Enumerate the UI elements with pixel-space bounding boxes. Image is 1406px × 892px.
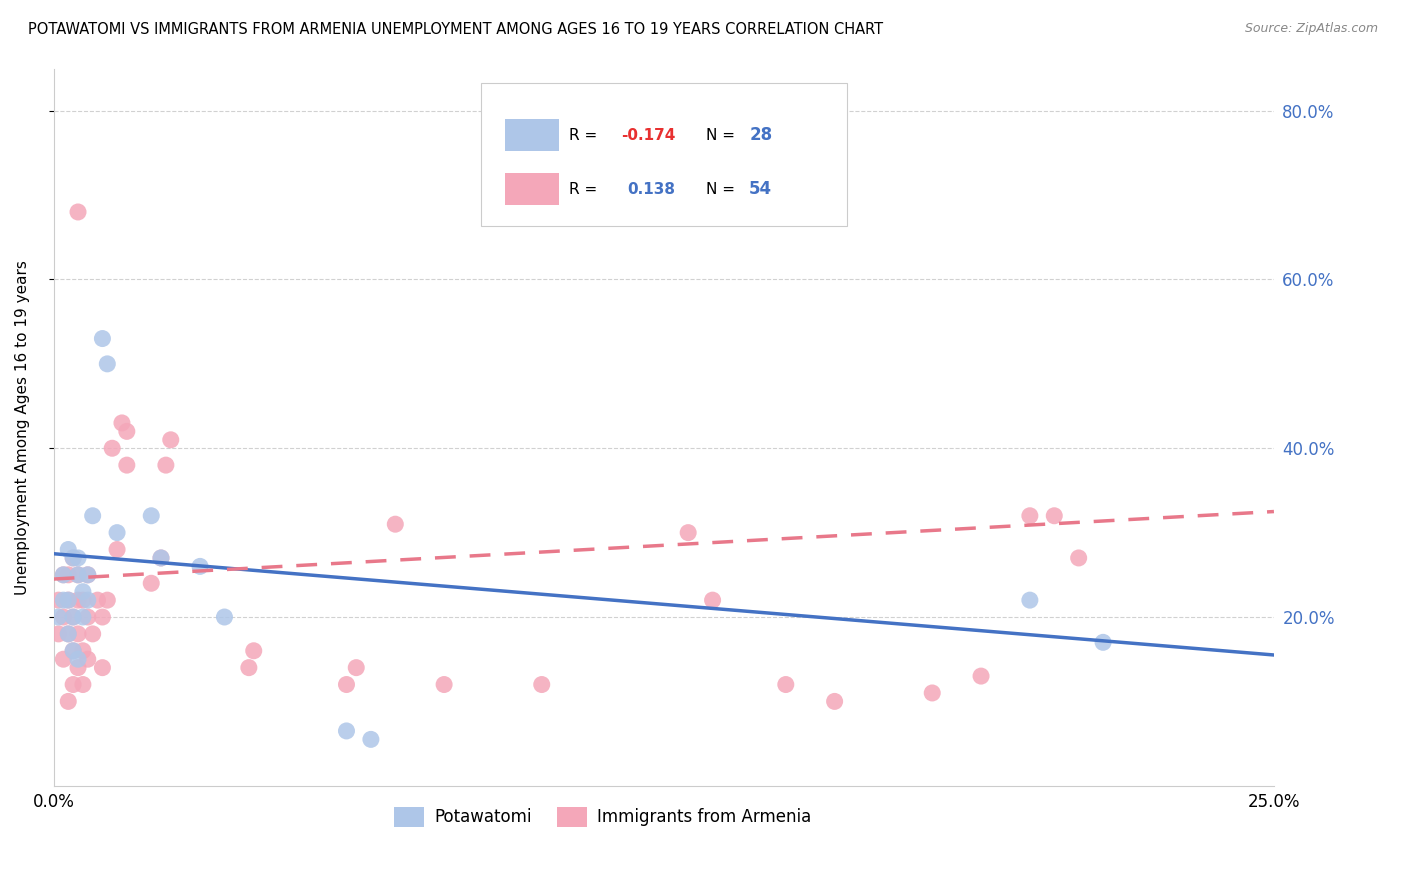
Legend: Potawatomi, Immigrants from Armenia: Potawatomi, Immigrants from Armenia	[387, 799, 820, 835]
FancyBboxPatch shape	[481, 83, 846, 227]
Text: N =: N =	[706, 128, 741, 143]
Point	[66, 567, 89, 582]
Point	[62, 551, 84, 566]
Point	[82, 508, 104, 523]
Text: 0.138: 0.138	[627, 181, 675, 196]
Point	[335, 677, 357, 691]
Point	[141, 508, 163, 523]
Point	[433, 677, 456, 691]
Point	[155, 458, 177, 472]
Point	[775, 677, 797, 691]
Text: 28: 28	[749, 127, 772, 145]
Point	[72, 677, 94, 691]
Point	[58, 627, 80, 641]
Point	[96, 357, 118, 371]
Point	[824, 694, 846, 708]
Text: R =: R =	[568, 128, 602, 143]
Point	[702, 593, 724, 607]
Point	[58, 567, 80, 582]
Point	[62, 551, 84, 566]
Point	[384, 517, 406, 532]
Point	[52, 567, 75, 582]
Point	[115, 458, 138, 472]
Point	[159, 433, 181, 447]
FancyBboxPatch shape	[505, 173, 558, 205]
Point	[66, 205, 89, 219]
Point	[105, 525, 128, 540]
Point	[91, 660, 114, 674]
Point	[76, 567, 98, 582]
Point	[970, 669, 993, 683]
Point	[1043, 508, 1066, 523]
Point	[921, 686, 943, 700]
Text: POTAWATOMI VS IMMIGRANTS FROM ARMENIA UNEMPLOYMENT AMONG AGES 16 TO 19 YEARS COR: POTAWATOMI VS IMMIGRANTS FROM ARMENIA UN…	[28, 22, 883, 37]
Point	[76, 593, 98, 607]
Point	[58, 627, 80, 641]
Point	[48, 593, 70, 607]
Point	[115, 425, 138, 439]
Point	[52, 652, 75, 666]
Point	[335, 723, 357, 738]
Point	[111, 416, 134, 430]
Text: Source: ZipAtlas.com: Source: ZipAtlas.com	[1244, 22, 1378, 36]
Point	[150, 551, 173, 566]
Point	[62, 644, 84, 658]
Text: -0.174: -0.174	[621, 128, 675, 143]
Point	[66, 593, 89, 607]
Point	[52, 610, 75, 624]
Point	[214, 610, 236, 624]
Point	[62, 610, 84, 624]
Point	[141, 576, 163, 591]
Point	[242, 644, 264, 658]
Point	[76, 567, 98, 582]
Point	[360, 732, 382, 747]
Point	[238, 660, 260, 674]
Point	[52, 593, 75, 607]
Point	[188, 559, 211, 574]
Point	[91, 610, 114, 624]
Point	[1018, 508, 1040, 523]
Point	[96, 593, 118, 607]
Point	[530, 677, 553, 691]
Point	[48, 610, 70, 624]
Point	[58, 694, 80, 708]
Point	[82, 627, 104, 641]
Point	[76, 610, 98, 624]
Point	[91, 332, 114, 346]
Point	[58, 542, 80, 557]
FancyBboxPatch shape	[505, 120, 558, 151]
Point	[101, 442, 124, 456]
Point	[66, 627, 89, 641]
Point	[676, 525, 699, 540]
Point	[58, 593, 80, 607]
Point	[72, 644, 94, 658]
Point	[52, 567, 75, 582]
Point	[66, 660, 89, 674]
Point	[72, 593, 94, 607]
Point	[1018, 593, 1040, 607]
Point	[66, 551, 89, 566]
Point	[72, 584, 94, 599]
Text: R =: R =	[568, 181, 606, 196]
Point	[62, 610, 84, 624]
Point	[86, 593, 108, 607]
Point	[1067, 551, 1090, 566]
Point	[1092, 635, 1115, 649]
Point	[344, 660, 367, 674]
Y-axis label: Unemployment Among Ages 16 to 19 years: Unemployment Among Ages 16 to 19 years	[15, 260, 30, 595]
Point	[105, 542, 128, 557]
Point	[62, 644, 84, 658]
Point	[76, 652, 98, 666]
Point	[66, 652, 89, 666]
Text: N =: N =	[706, 181, 741, 196]
Point	[150, 551, 173, 566]
Point	[66, 567, 89, 582]
Point	[58, 593, 80, 607]
Point	[72, 610, 94, 624]
Point	[48, 627, 70, 641]
Point	[62, 677, 84, 691]
Text: 54: 54	[749, 180, 772, 198]
